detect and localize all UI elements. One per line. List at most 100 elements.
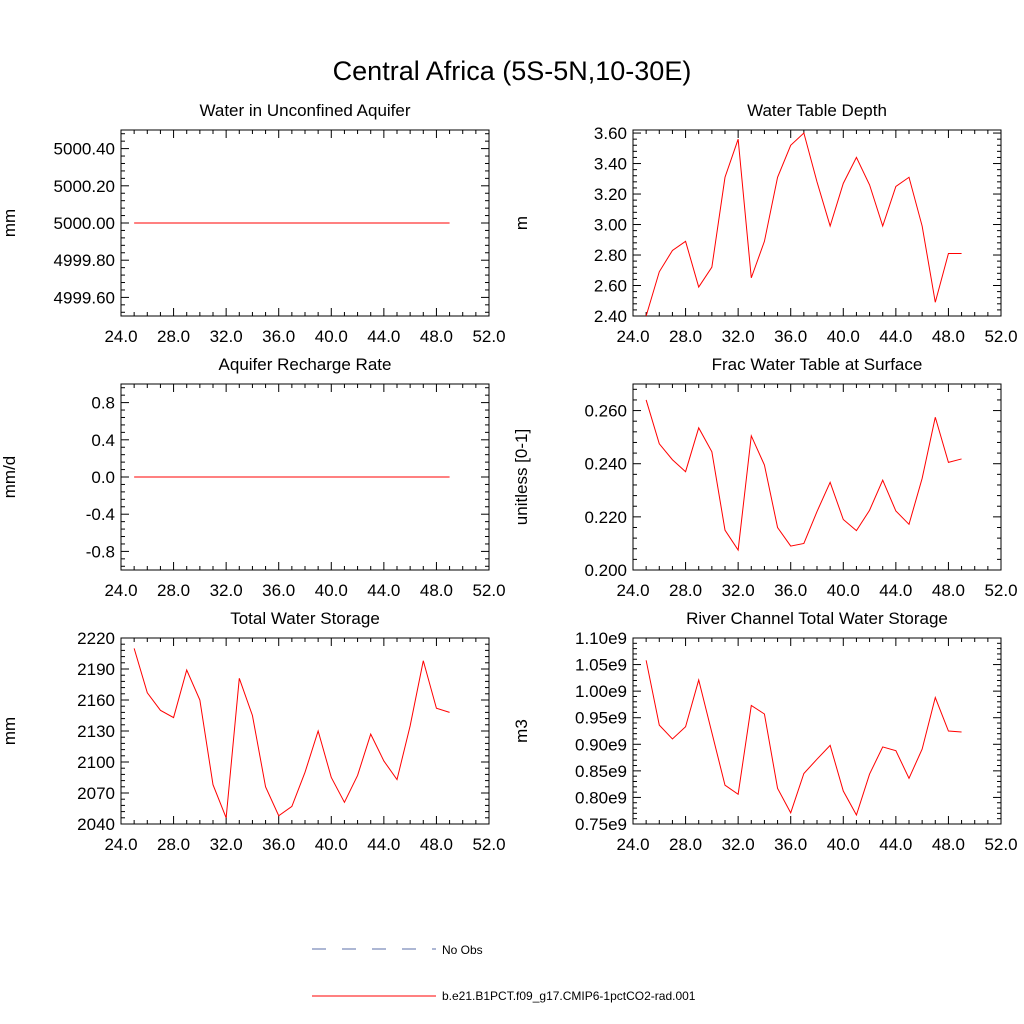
y-tick-label: 1.05e9	[575, 656, 627, 675]
plot-frame	[632, 637, 1002, 825]
y-tick-label: 2130	[77, 722, 115, 741]
panel-1: Water Table Depth m 24.0 28.0 32.0 36.0 40.0 44…	[512, 101, 1018, 346]
x-tick-label: 24.0	[104, 581, 137, 600]
panel-title: River Channel Total Water Storage	[686, 609, 948, 628]
y-tick-label: 4999.80	[54, 251, 115, 270]
y-tick-label: 0.220	[584, 508, 627, 527]
y-tick-label: 2160	[77, 691, 115, 710]
x-tick-label: 32.0	[722, 835, 755, 854]
legend-label-no-obs: No Obs	[442, 943, 483, 957]
x-tick-label: 24.0	[104, 835, 137, 854]
series-line-0	[645, 132, 962, 317]
series-line-0	[645, 399, 962, 552]
panel-title: Water in Unconfined Aquifer	[199, 101, 410, 120]
panel-title: Frac Water Table at Surface	[712, 355, 923, 374]
y-tick-label: 2040	[77, 815, 115, 834]
y-tick-label: 5000.40	[54, 140, 115, 159]
x-tick-label: 28.0	[157, 581, 190, 600]
y-tick-label: 0.200	[584, 561, 627, 580]
x-tick-label: 48.0	[420, 327, 453, 346]
panel-title: Water Table Depth	[747, 101, 887, 120]
legend: No Obs b.e21.B1PCT.f09_g17.CMIP6-1pctCO2…	[312, 943, 696, 1003]
x-tick-label: 48.0	[932, 835, 965, 854]
x-tick-label: 36.0	[774, 835, 807, 854]
x-tick-label: 44.0	[367, 327, 400, 346]
y-tick-label: 0.90e9	[575, 735, 627, 754]
x-tick-label: 32.0	[210, 835, 243, 854]
x-tick-label: 40.0	[315, 835, 348, 854]
y-tick-label: 0.75e9	[575, 815, 627, 834]
x-tick-label: 32.0	[210, 327, 243, 346]
x-tick-label: 52.0	[984, 835, 1017, 854]
y-axis-label: mm	[0, 717, 19, 745]
y-tick-label: 0.240	[584, 455, 627, 474]
panel-0: Water in Unconfined Aquifer mm 24.0 28.0 32.…	[0, 101, 506, 346]
panel-title: Aquifer Recharge Rate	[219, 355, 392, 374]
x-tick-label: 52.0	[984, 327, 1017, 346]
x-tick-label: 52.0	[984, 581, 1017, 600]
y-tick-label: 0.4	[91, 431, 115, 450]
x-tick-label: 24.0	[616, 835, 649, 854]
x-tick-label: 44.0	[367, 835, 400, 854]
y-tick-label: 4999.60	[54, 288, 115, 307]
panel-2: Aquifer Recharge Rate mm/d 24.0 28.0 32.0 36.…	[0, 355, 506, 600]
x-tick-label: 28.0	[157, 327, 190, 346]
legend-label-model: b.e21.B1PCT.f09_g17.CMIP6-1pctCO2-rad.00…	[442, 989, 696, 1003]
x-tick-label: 36.0	[774, 581, 807, 600]
x-tick-label: 28.0	[669, 835, 702, 854]
y-axis-label: unitless [0-1]	[512, 429, 531, 525]
y-tick-label: 2.40	[594, 307, 627, 326]
x-tick-label: 28.0	[669, 581, 702, 600]
y-tick-label: 0.85e9	[575, 762, 627, 781]
x-tick-label: 32.0	[722, 327, 755, 346]
figure-title: Central Africa (5S-5N,10-30E)	[333, 56, 692, 86]
x-tick-label: 52.0	[472, 327, 505, 346]
y-tick-label: 5000.20	[54, 177, 115, 196]
x-tick-label: 24.0	[104, 327, 137, 346]
y-tick-label: 2.80	[594, 246, 627, 265]
x-tick-label: 44.0	[879, 581, 912, 600]
panels: Water in Unconfined Aquifer mm 24.0 28.0 32.…	[0, 101, 1018, 854]
y-tick-label: -0.8	[86, 542, 115, 561]
x-tick-label: 48.0	[932, 581, 965, 600]
y-tick-label: 2190	[77, 660, 115, 679]
y-tick-label: 0.8	[91, 394, 115, 413]
x-tick-label: 36.0	[774, 327, 807, 346]
x-tick-label: 52.0	[472, 581, 505, 600]
series-line-0	[645, 660, 962, 817]
y-tick-label: 2100	[77, 753, 115, 772]
x-tick-label: 36.0	[262, 835, 295, 854]
y-tick-label: 2070	[77, 784, 115, 803]
x-tick-label: 48.0	[420, 581, 453, 600]
x-tick-label: 40.0	[315, 581, 348, 600]
panel-3: Frac Water Table at Surface unitless [0-1…	[512, 355, 1018, 600]
panel-4: Total Water Storage mm 24.0 28.0 32.0 36.0 40.…	[0, 609, 506, 854]
y-axis-label: mm/d	[0, 456, 19, 499]
x-tick-label: 44.0	[367, 581, 400, 600]
x-tick-label: 40.0	[827, 327, 860, 346]
x-tick-label: 48.0	[932, 327, 965, 346]
y-tick-label: 0.260	[584, 402, 627, 421]
panel-5: River Channel Total Water Storage m3 24.0 2…	[512, 609, 1018, 854]
plot-frame	[632, 383, 1002, 571]
x-tick-label: 32.0	[210, 581, 243, 600]
x-tick-label: 32.0	[722, 581, 755, 600]
y-tick-label: 5000.00	[54, 214, 115, 233]
y-tick-label: 3.00	[594, 216, 627, 235]
y-tick-label: 0.0	[91, 468, 115, 487]
x-tick-label: 28.0	[157, 835, 190, 854]
y-tick-label: 3.60	[594, 124, 627, 143]
x-tick-label: 24.0	[616, 327, 649, 346]
y-tick-label: 2.60	[594, 277, 627, 296]
x-tick-label: 44.0	[879, 835, 912, 854]
y-tick-label: -0.4	[86, 505, 115, 524]
x-tick-label: 28.0	[669, 327, 702, 346]
y-tick-label: 1.00e9	[575, 682, 627, 701]
x-tick-label: 24.0	[616, 581, 649, 600]
x-tick-label: 40.0	[827, 835, 860, 854]
y-axis-label: m	[512, 216, 531, 230]
y-tick-label: 0.80e9	[575, 788, 627, 807]
y-tick-label: 2220	[77, 629, 115, 648]
x-tick-label: 44.0	[879, 327, 912, 346]
series-line-0	[133, 648, 450, 818]
